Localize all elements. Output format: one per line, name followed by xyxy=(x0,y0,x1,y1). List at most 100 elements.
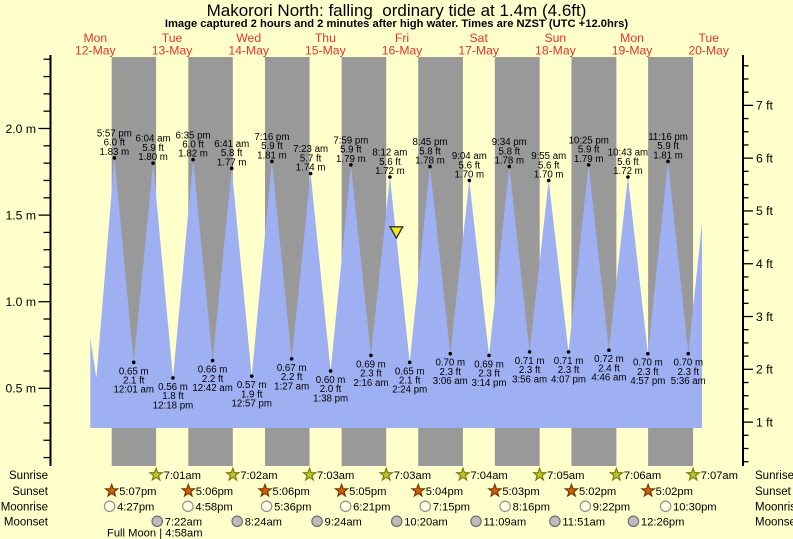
row-label-right-moonset: Moonset xyxy=(755,517,793,529)
day-label-dow: Thu xyxy=(315,31,336,45)
high-tide-label: 5.6 ft xyxy=(459,160,481,171)
sunset-time: 5:05pm xyxy=(349,486,386,498)
moonset-icon xyxy=(231,515,243,528)
sunrise-icon xyxy=(148,466,164,482)
sunset-icon xyxy=(333,482,350,498)
moonrise-icon xyxy=(499,500,511,513)
sunset-time: 5:07pm xyxy=(119,486,156,498)
low-tide-dot xyxy=(407,360,412,365)
low-tide-label: 12:57 pm xyxy=(232,399,272,410)
moonset-icon xyxy=(390,515,403,528)
page-title: Makorori North: falling ordinary tide at… xyxy=(206,1,587,20)
sunset-icon xyxy=(103,482,120,498)
moonrise-time: 9:22pm xyxy=(593,502,630,514)
sunset-icon xyxy=(640,482,656,498)
sunset-icon xyxy=(487,482,503,498)
low-tide-label: 0.57 m xyxy=(237,380,267,391)
low-tide-label: 0.60 m xyxy=(316,375,346,386)
high-tide-label: 1.81 m xyxy=(257,150,287,161)
high-tide-label: 5.8 ft xyxy=(419,146,441,157)
axis-label-ft: 6 ft xyxy=(756,151,774,165)
row-label-left-sunset: Sunset xyxy=(12,486,49,498)
sunrise-time: 7:01am xyxy=(164,470,201,482)
low-tide-label: 0.70 m xyxy=(633,358,663,369)
sunrise-icon xyxy=(608,466,625,482)
low-tide-label: 0.65 m xyxy=(119,366,149,377)
moonset-time: 8:24am xyxy=(245,517,282,529)
low-tide-dot xyxy=(607,348,611,352)
low-tide-label: 2.3 ft xyxy=(558,365,580,376)
high-tide-dot xyxy=(428,164,432,169)
day-label-date: 14-May xyxy=(228,44,270,58)
high-tide-dot xyxy=(191,157,195,162)
low-tide-label: 0.71 m xyxy=(515,356,545,367)
low-tide-label: 1.9 ft xyxy=(241,389,263,400)
high-tide-label: 6.0 ft xyxy=(182,139,204,150)
day-label-dow: Fri xyxy=(395,31,409,45)
low-tide-label: 0.66 m xyxy=(198,365,228,376)
high-tide-label: 11:16 pm xyxy=(648,132,688,143)
axis-label-ft: 5 ft xyxy=(756,204,774,218)
high-tide-dot xyxy=(349,163,353,167)
high-tide-dot xyxy=(586,163,591,167)
low-tide-label: 2.3 ft xyxy=(360,369,382,380)
day-label-dow: Mon xyxy=(83,31,107,45)
low-tide-label: 0.71 m xyxy=(554,356,584,367)
high-tide-label: 8:12 am xyxy=(372,148,407,159)
low-tide-dot xyxy=(646,351,650,356)
axis-label-ft: 4 ft xyxy=(756,257,774,271)
sunrise-icon xyxy=(531,466,548,482)
high-tide-label: 1.70 m xyxy=(455,169,485,180)
low-tide-label: 12:18 pm xyxy=(153,400,193,411)
sunset-time: 5:06pm xyxy=(196,486,233,498)
sunset-time: 5:03pm xyxy=(502,486,539,498)
high-tide-label: 5.8 ft xyxy=(221,148,243,159)
page-subtitle: Image captured 2 hours and 2 minutes aft… xyxy=(164,18,629,30)
high-tide-label: 1.72 m xyxy=(613,166,643,177)
low-tide-label: 2.2 ft xyxy=(202,374,224,385)
day-label-dow: Tue xyxy=(698,31,719,45)
high-tide-label: 8:45 pm xyxy=(412,137,447,148)
sunrise-icon xyxy=(455,466,471,482)
high-tide-label: 7:23 am xyxy=(293,144,328,155)
low-tide-label: 1.8 ft xyxy=(162,391,184,402)
low-tide-label: 12:42 am xyxy=(192,383,232,394)
low-tide-label: 3:56 am xyxy=(512,374,547,385)
sunset-icon xyxy=(563,482,580,498)
moonrise-icon xyxy=(103,500,116,513)
high-tide-label: 7:59 pm xyxy=(333,135,368,146)
moonset-time: 10:20am xyxy=(404,517,448,529)
low-tide-label: 5:36 am xyxy=(671,376,706,387)
low-tide-dot xyxy=(566,350,571,354)
tide-curve xyxy=(90,157,703,428)
axis-label-m: 0.5 m xyxy=(6,382,36,396)
high-tide-label: 5.6 ft xyxy=(538,160,560,171)
moonset-icon xyxy=(627,515,640,528)
sunrise-time: 7:03am xyxy=(317,470,354,482)
low-tide-label: 0.67 m xyxy=(277,363,307,374)
row-label-right-sunrise: Sunrise xyxy=(755,470,793,482)
high-tide-label: 1.74 m xyxy=(296,163,326,174)
day-label-dow: Tue xyxy=(162,31,183,45)
low-tide-label: 2.1 ft xyxy=(123,376,145,387)
current-tide-marker-icon xyxy=(388,226,404,240)
moonrise-icon xyxy=(260,500,273,513)
low-tide-label: 2.4 ft xyxy=(598,363,620,374)
axis-label-m: 1.5 m xyxy=(6,208,36,222)
day-label-date: 15-May xyxy=(305,44,347,58)
moonrise-icon xyxy=(182,500,194,513)
high-tide-label: 5.6 ft xyxy=(617,157,639,168)
day-label-dow: Sun xyxy=(545,31,567,45)
full-moon-note: Full Moon | 4:58am xyxy=(107,528,203,539)
axis-label-ft: 1 ft xyxy=(756,415,774,429)
high-tide-label: 6.0 ft xyxy=(104,138,126,149)
high-tide-label: 10:25 pm xyxy=(568,135,608,146)
day-label-date: 13-May xyxy=(152,44,194,58)
row-label-left-sunrise: Sunrise xyxy=(9,470,48,482)
high-tide-label: 5.9 ft xyxy=(657,141,679,152)
moonset-time: 11:09am xyxy=(483,517,526,529)
low-tide-dot xyxy=(210,358,215,363)
low-tide-label: 0.72 m xyxy=(594,354,624,365)
moonset-icon xyxy=(549,515,561,528)
low-tide-dot xyxy=(131,360,136,365)
